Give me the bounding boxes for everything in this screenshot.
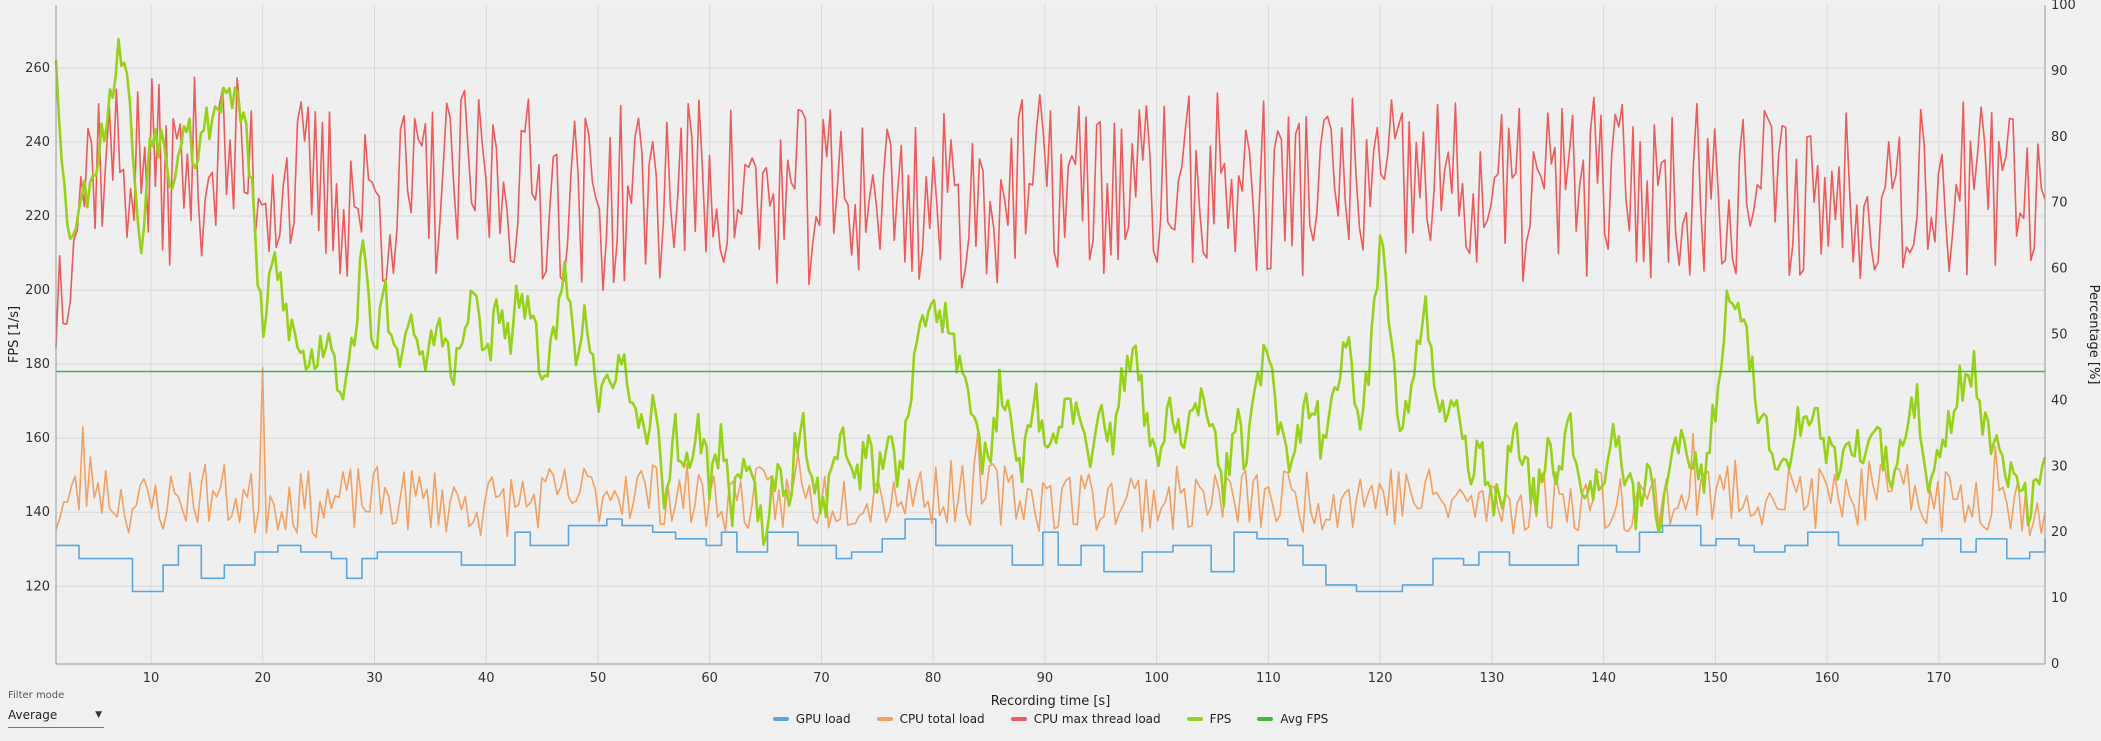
legend-item-avg-fps[interactable]: Avg FPS <box>1257 712 1328 726</box>
y-right-tick-label: 20 <box>2051 525 2068 540</box>
legend-swatch <box>1257 717 1274 721</box>
x-tick-label: 110 <box>1256 671 1281 686</box>
x-tick-label: 150 <box>1703 671 1728 686</box>
x-tick-label: 90 <box>1037 671 1054 686</box>
y-right-tick-label: 10 <box>2051 591 2068 606</box>
y-axis-left-title: FPS [1/s] <box>7 306 22 363</box>
legend-item-cpu-total-load[interactable]: CPU total load <box>876 712 985 726</box>
legend-label: GPU load <box>795 712 851 726</box>
x-tick-label: 50 <box>590 671 607 686</box>
filter-mode-label: Filter mode <box>8 690 65 701</box>
filter-mode-dropdown[interactable]: Average ▼ <box>8 704 104 728</box>
y-left-tick-label: 260 <box>25 61 50 76</box>
y-right-tick-label: 90 <box>2051 64 2068 79</box>
y-right-tick-label: 70 <box>2051 196 2068 211</box>
legend-swatch <box>876 717 893 721</box>
x-tick-label: 100 <box>1144 671 1169 686</box>
legend-item-fps[interactable]: FPS <box>1186 712 1232 726</box>
y-left-tick-label: 200 <box>25 283 50 298</box>
y-right-tick-label: 60 <box>2051 262 2068 277</box>
chevron-down-icon: ▼ <box>95 710 102 720</box>
legend-swatch <box>772 717 789 721</box>
x-tick-label: 10 <box>143 671 160 686</box>
legend-label: Avg FPS <box>1280 712 1329 726</box>
y-left-tick-label: 180 <box>25 357 50 372</box>
x-tick-label: 120 <box>1368 671 1393 686</box>
chart-legend: GPU load CPU total load CPU max thread l… <box>0 712 2101 726</box>
x-tick-label: 170 <box>1926 671 1951 686</box>
filter-mode-value: Average <box>8 708 58 722</box>
y-left-tick-label: 120 <box>25 579 50 594</box>
x-tick-label: 70 <box>813 671 830 686</box>
legend-swatch <box>1010 717 1027 721</box>
y-left-tick-label: 240 <box>25 135 50 150</box>
x-tick-label: 140 <box>1591 671 1616 686</box>
y-left-tick-label: 140 <box>25 505 50 520</box>
x-tick-label: 60 <box>701 671 718 686</box>
legend-label: FPS <box>1209 712 1232 726</box>
series-gpu-load-line <box>56 518 2046 593</box>
legend-item-cpu-max-thread-load[interactable]: CPU max thread load <box>1010 712 1161 726</box>
legend-label: CPU max thread load <box>1033 712 1161 726</box>
y-right-tick-label: 80 <box>2051 130 2068 145</box>
legend-swatch <box>1186 717 1203 721</box>
x-tick-label: 30 <box>366 671 383 686</box>
y-right-tick-label: 50 <box>2051 328 2068 343</box>
x-tick-label: 40 <box>478 671 495 686</box>
y-axis-right-title: Percentage [%] <box>2086 285 2101 385</box>
y-right-tick-label: 40 <box>2051 393 2068 408</box>
y-right-tick-label: 0 <box>2051 657 2059 672</box>
x-tick-label: 20 <box>254 671 271 686</box>
y-right-tick-label: 100 <box>2051 0 2076 13</box>
y-left-tick-label: 160 <box>25 431 50 446</box>
y-left-tick-label: 220 <box>25 209 50 224</box>
series-layer <box>54 37 2047 593</box>
series-cpu-total-load-line <box>55 366 2046 539</box>
series-cpu-max-thread-load-line <box>55 76 2046 348</box>
legend-label: CPU total load <box>899 712 985 726</box>
y-right-tick-label: 30 <box>2051 459 2068 474</box>
legend-item-gpu-load[interactable]: GPU load <box>772 712 851 726</box>
x-tick-label: 160 <box>1815 671 1840 686</box>
axes: 10 20 30 40 50 60 70 80 90 100 110 120 130 140 150 160 1… <box>25 0 2076 686</box>
series-fps-line <box>54 37 2047 546</box>
x-tick-label: 80 <box>925 671 942 686</box>
x-tick-label: 130 <box>1479 671 1504 686</box>
x-axis-title: Recording time [s] <box>991 694 1111 709</box>
filter-mode-control: Filter mode Average ▼ <box>8 690 108 728</box>
